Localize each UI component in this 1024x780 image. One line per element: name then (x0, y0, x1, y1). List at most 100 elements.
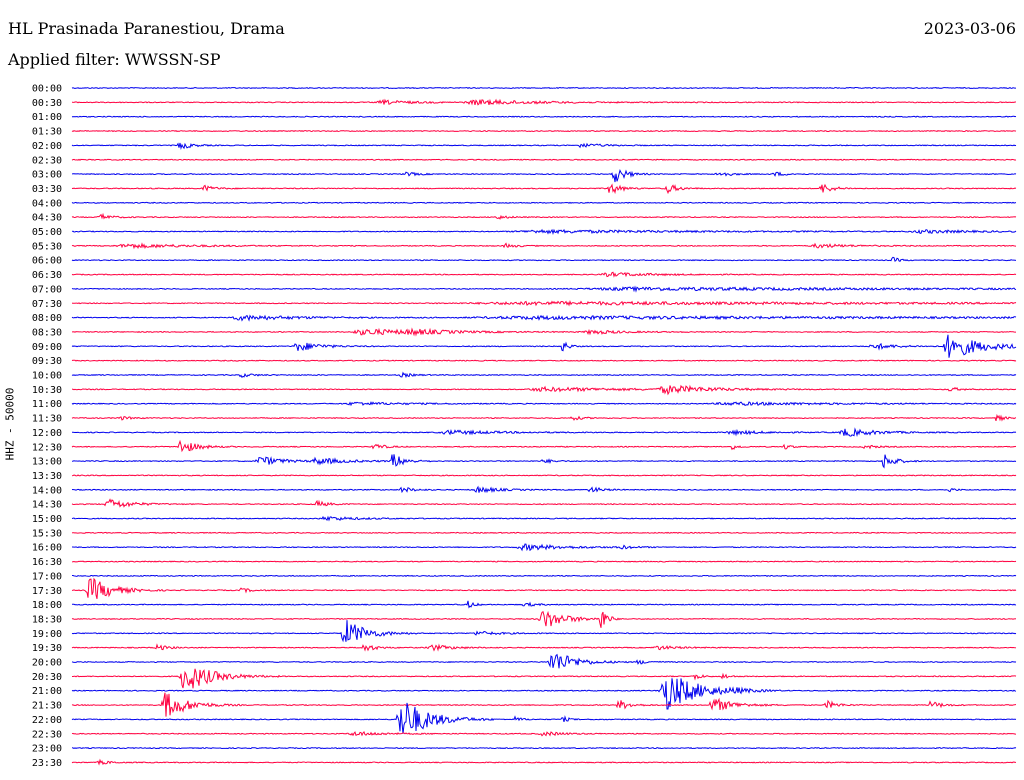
trace-line (71, 577, 1017, 600)
time-label: 07:00 (32, 284, 62, 295)
trace-line (71, 359, 1017, 362)
time-label: 11:00 (32, 399, 62, 410)
time-label: 22:00 (32, 715, 62, 726)
trace-line (71, 299, 1017, 307)
time-label: 01:00 (32, 112, 62, 123)
trace-line (71, 183, 1017, 195)
trace-line (71, 747, 1017, 750)
trace-line (71, 242, 1017, 250)
time-label: 12:00 (32, 428, 62, 439)
time-label: 20:30 (32, 672, 62, 683)
time-label: 09:30 (32, 356, 62, 367)
time-label: 05:30 (32, 241, 62, 252)
trace-line (71, 158, 1017, 161)
trace-line (71, 574, 1017, 578)
time-label: 17:30 (32, 586, 62, 597)
time-label: 10:00 (32, 371, 62, 382)
time-label: 00:30 (32, 98, 62, 109)
trace-line (71, 327, 1017, 337)
time-label: 04:30 (32, 213, 62, 224)
time-label: 22:30 (32, 729, 62, 740)
time-label: 17:00 (32, 571, 62, 582)
trace-line (71, 474, 1017, 477)
time-label: 05:00 (32, 227, 62, 238)
time-label: 13:00 (32, 457, 62, 468)
date-label: 2023-03-06 (923, 19, 1016, 38)
trace-line (71, 678, 1017, 710)
trace-line (71, 371, 1017, 379)
time-label: 01:30 (32, 127, 62, 138)
time-label: 21:30 (32, 701, 62, 712)
time-label: 21:00 (32, 686, 62, 697)
trace-line (71, 439, 1017, 453)
trace-line (71, 334, 1017, 358)
trace-line (71, 168, 1017, 183)
trace-line (71, 560, 1017, 563)
time-label: 06:30 (32, 270, 62, 281)
time-label: 23:30 (32, 758, 62, 769)
trace-line (71, 401, 1017, 407)
time-label: 20:00 (32, 658, 62, 669)
trace-line (71, 515, 1017, 522)
trace-line (71, 228, 1017, 236)
trace-line (71, 600, 1017, 609)
time-label: 07:30 (32, 299, 62, 310)
trace-line (71, 485, 1017, 494)
time-label: 14:00 (32, 485, 62, 496)
trace-line (71, 620, 1017, 643)
trace-line (71, 142, 1017, 150)
trace-line (71, 758, 1017, 766)
time-label: 09:00 (32, 342, 62, 353)
time-label: 14:30 (32, 500, 62, 511)
trace-line (71, 86, 1017, 90)
time-label: 16:00 (32, 543, 62, 554)
time-label: 08:30 (32, 327, 62, 338)
time-label: 04:00 (32, 198, 62, 209)
trace-line (71, 653, 1017, 669)
trace-line (71, 314, 1017, 322)
time-label: 16:30 (32, 557, 62, 568)
time-label: 18:30 (32, 614, 62, 625)
trace-line (71, 427, 1017, 438)
trace-line (71, 668, 1017, 689)
trace-line (71, 98, 1017, 106)
trace-line (72, 543, 1017, 552)
filter-label: Applied filter: WWSSN-SP (8, 50, 221, 69)
station-title: HL Prasinada Paranestiou, Drama (8, 19, 285, 38)
trace-line (71, 285, 1017, 293)
trace-line (71, 702, 1017, 734)
trace-line (71, 531, 1017, 534)
trace-line (71, 692, 1017, 717)
trace-line (71, 201, 1017, 204)
time-label: 00:00 (32, 84, 62, 95)
time-label: 02:00 (32, 141, 62, 152)
time-label: 19:30 (32, 643, 62, 654)
trace-line (71, 643, 1017, 652)
time-label: 08:00 (32, 313, 62, 324)
trace-line (71, 384, 1017, 396)
trace-line (71, 212, 1017, 220)
trace-line (71, 256, 1017, 262)
time-label: 02:30 (32, 155, 62, 166)
time-label: 23:00 (32, 744, 62, 755)
trace-line (71, 413, 1017, 422)
time-label: 15:30 (32, 528, 62, 539)
time-label: 11:30 (32, 414, 62, 425)
trace-line (71, 730, 1017, 737)
time-label: 15:00 (32, 514, 62, 525)
trace-line (71, 454, 1017, 469)
time-label: 03:30 (32, 184, 62, 195)
time-label: 06:00 (32, 256, 62, 267)
trace-line (71, 498, 1017, 508)
time-label: 13:30 (32, 471, 62, 482)
trace-line (71, 610, 1017, 628)
time-label: 03:00 (32, 170, 62, 181)
time-label: 19:00 (32, 629, 62, 640)
trace-line (71, 129, 1017, 133)
time-label: 18:00 (32, 600, 62, 611)
time-label: 10:30 (32, 385, 62, 396)
trace-line (71, 115, 1017, 118)
time-label: 12:30 (32, 442, 62, 453)
trace-line (71, 271, 1017, 278)
